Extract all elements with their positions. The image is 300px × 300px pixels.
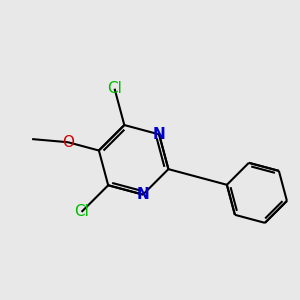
Text: O: O [62,135,74,150]
Text: Cl: Cl [74,204,89,219]
Text: N: N [153,127,166,142]
Text: N: N [136,187,149,202]
Text: Cl: Cl [107,81,122,96]
